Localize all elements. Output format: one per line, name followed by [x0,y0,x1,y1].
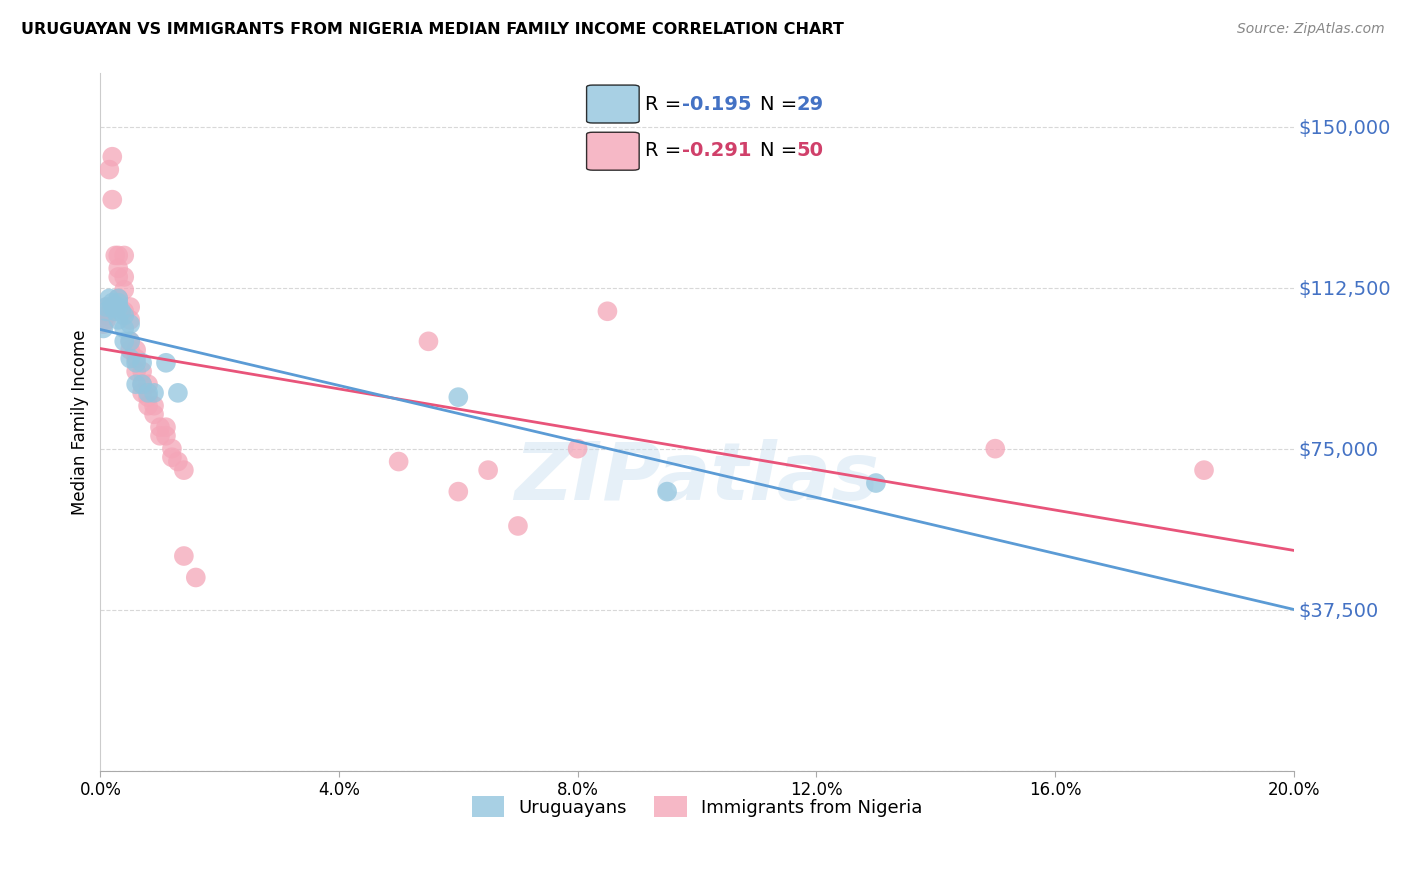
Point [167,385,190,400]
Point [506,519,529,533]
Point [125,343,148,357]
Point [104,248,127,262]
Text: -0.195: -0.195 [682,95,752,113]
Point [184,570,207,584]
Point [120,313,142,327]
Point [143,407,166,421]
Point [1192,463,1215,477]
Text: R =: R = [645,95,688,113]
Point [155,356,177,370]
Point [167,454,190,468]
Point [91,321,114,335]
Text: -0.291: -0.291 [682,141,752,160]
Y-axis label: Median Family Income: Median Family Income [72,329,89,515]
Point [96,300,118,314]
Point [107,269,129,284]
Point [112,309,135,323]
Point [96,304,118,318]
Point [149,429,172,443]
Point [112,269,135,284]
Point [96,300,118,314]
Point [120,317,142,331]
Point [112,283,135,297]
Point [104,304,127,318]
Point [136,377,159,392]
Point [112,248,135,262]
Text: 50: 50 [797,141,824,160]
Point [155,429,177,443]
Point [160,450,183,465]
Point [112,304,135,318]
Point [125,351,148,366]
Point [655,484,678,499]
Point [98,162,121,177]
Point [120,343,142,357]
FancyBboxPatch shape [586,132,640,170]
Point [107,295,129,310]
Point [112,334,135,349]
Text: URUGUAYAN VS IMMIGRANTS FROM NIGERIA MEDIAN FAMILY INCOME CORRELATION CHART: URUGUAYAN VS IMMIGRANTS FROM NIGERIA MED… [21,22,844,37]
Point [173,549,195,563]
Point [101,295,124,310]
Point [131,356,153,370]
Point [110,304,132,318]
Point [98,292,121,306]
Point [120,351,142,366]
Point [107,248,129,262]
Point [388,454,411,468]
Point [112,321,135,335]
Point [125,364,148,378]
Point [131,377,153,392]
Point [120,334,142,349]
Point [120,334,142,349]
Point [136,399,159,413]
Point [136,385,159,400]
Point [131,377,153,392]
Text: N =: N = [759,141,803,160]
Point [125,356,148,370]
Point [155,420,177,434]
Point [173,463,195,477]
Point [91,317,114,331]
Point [107,292,129,306]
Text: 29: 29 [797,95,824,113]
Point [96,313,118,327]
Text: ZIPatlas: ZIPatlas [515,439,879,516]
Text: R =: R = [645,141,688,160]
Point [101,300,124,314]
Point [160,442,183,456]
Point [96,309,118,323]
Point [125,377,148,392]
Point [143,399,166,413]
Point [567,442,589,456]
Point [447,484,470,499]
Point [418,334,440,349]
Point [477,463,499,477]
Point [101,150,124,164]
Point [107,300,129,314]
Point [101,193,124,207]
Point [131,385,153,400]
Point [107,292,129,306]
Point [596,304,619,318]
Text: Source: ZipAtlas.com: Source: ZipAtlas.com [1237,22,1385,37]
Point [447,390,470,404]
Point [984,442,1007,456]
Legend: Uruguayans, Immigrants from Nigeria: Uruguayans, Immigrants from Nigeria [464,789,929,824]
Text: N =: N = [759,95,803,113]
Point [131,364,153,378]
Point [149,420,172,434]
FancyBboxPatch shape [586,85,640,123]
Point [120,300,142,314]
Point [107,261,129,276]
Point [865,476,887,491]
Point [143,385,166,400]
Point [136,390,159,404]
Point [107,313,129,327]
